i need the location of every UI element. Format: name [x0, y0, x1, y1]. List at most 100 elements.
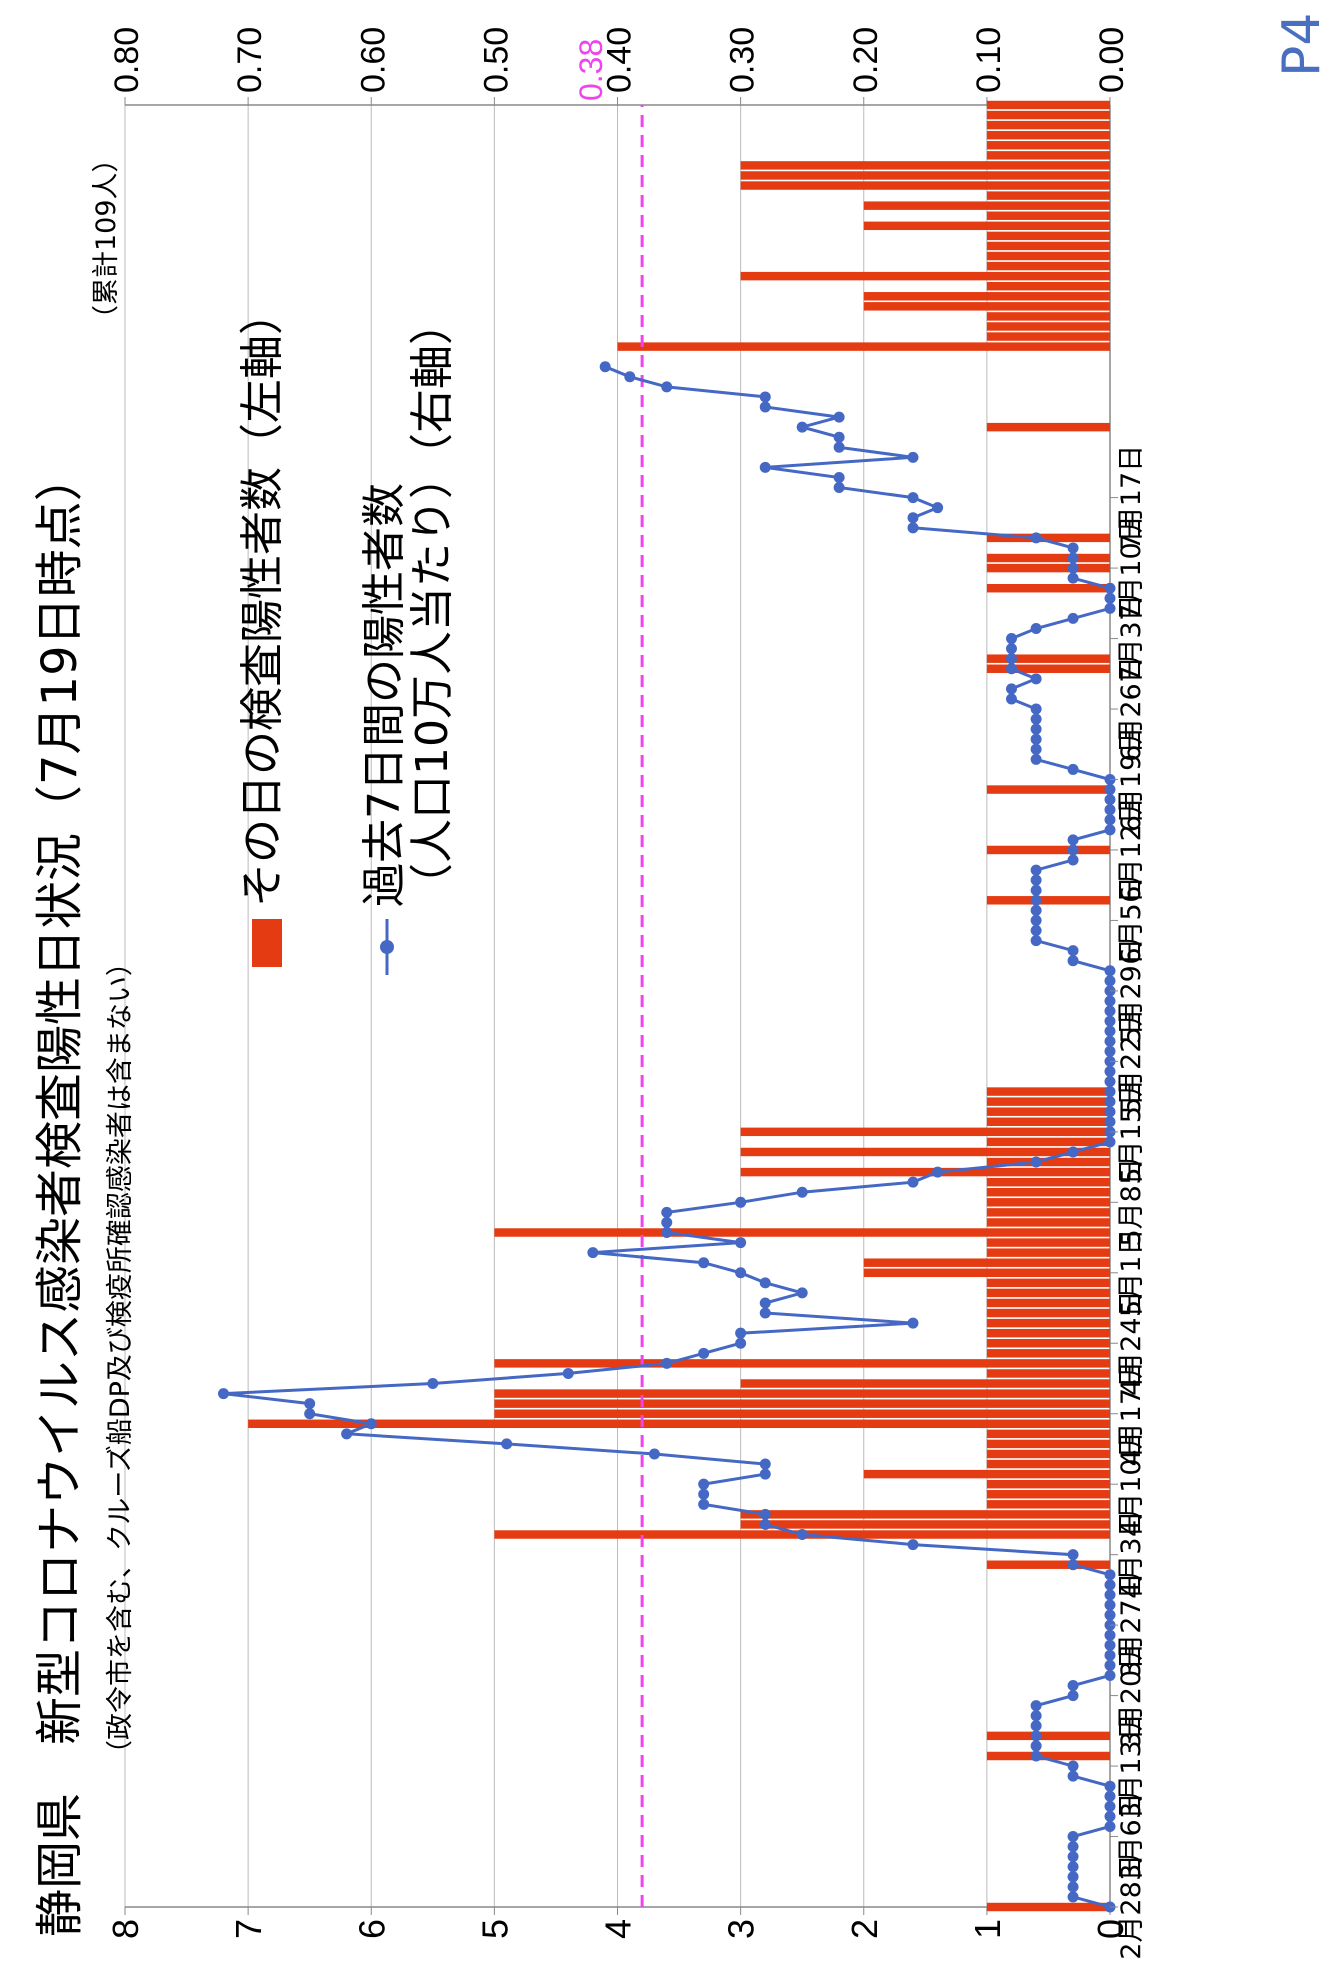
line-point — [1067, 1690, 1079, 1702]
left-axis-tick-label: 4 — [598, 1919, 639, 1939]
data-bar — [986, 1238, 1110, 1247]
line-point — [759, 1508, 771, 1520]
line-point — [1104, 1106, 1116, 1118]
x-axis-tick-label: 6月26日 — [1116, 656, 1147, 762]
left-axis-tick-label: 0 — [1090, 1919, 1131, 1939]
line-point — [1104, 1035, 1116, 1047]
left-axis-tick-label: 1 — [967, 1919, 1008, 1939]
page-number: P4 — [1272, 12, 1332, 77]
data-bar — [986, 322, 1110, 331]
line-point — [1104, 965, 1116, 977]
data-bar — [986, 241, 1110, 251]
line-point — [1067, 562, 1079, 574]
line-point — [1030, 935, 1042, 947]
data-bar — [986, 785, 1110, 794]
line-point — [1104, 1096, 1116, 1108]
line-point — [907, 522, 919, 534]
data-bar — [986, 1198, 1110, 1207]
right-axis-tick-label: 0.10 — [970, 27, 1008, 93]
right-axis-tick-label: 0.20 — [847, 27, 885, 93]
line-point — [907, 1539, 919, 1551]
legend-line-swatch — [380, 919, 394, 975]
chart-subtitle: （政令市を含む、クルーズ船DP及び検疫所確認感染者は含まない） — [105, 949, 136, 1767]
data-bar — [740, 1510, 1110, 1519]
data-bar — [986, 1308, 1110, 1318]
data-bar — [986, 1731, 1110, 1741]
data-bar — [740, 1147, 1110, 1157]
x-axis-tick-label: 6月19日 — [1116, 727, 1147, 833]
line-point — [907, 451, 919, 463]
line-point — [1104, 1065, 1116, 1077]
line-point — [304, 1408, 316, 1420]
line-point — [661, 1357, 673, 1369]
x-axis-tick-label: 6月5日 — [1116, 876, 1147, 964]
data-bar — [986, 654, 1110, 663]
data-bar — [986, 1369, 1110, 1378]
line-point — [1104, 1086, 1116, 1098]
line-point — [1067, 1831, 1079, 1843]
line-point — [735, 1327, 747, 1339]
data-bar — [986, 896, 1110, 905]
line-point — [1030, 1720, 1042, 1732]
data-bar — [740, 181, 1110, 190]
x-axis-tick-label: 2月28日 — [1116, 1854, 1147, 1960]
line-point — [796, 1529, 808, 1541]
left-axis-tick-label: 6 — [351, 1919, 392, 1939]
line-point — [1067, 1881, 1079, 1893]
line-point — [1067, 1680, 1079, 1692]
line-point — [698, 1257, 710, 1269]
left-axis-tick-label: 2 — [844, 1919, 885, 1939]
line-point — [1067, 1861, 1079, 1873]
data-bar — [740, 171, 1110, 180]
line-point — [1030, 1700, 1042, 1712]
line-point — [1006, 643, 1017, 655]
line-point — [698, 1347, 710, 1359]
line-point — [1067, 1559, 1079, 1571]
data-bar — [494, 1389, 1110, 1398]
data-bar — [986, 1097, 1110, 1106]
line-point — [1030, 1156, 1042, 1168]
line-point — [1067, 763, 1079, 775]
line-point — [1006, 663, 1017, 675]
line-point — [1104, 1659, 1116, 1671]
x-axis-tick-label: 6月12日 — [1116, 797, 1147, 903]
x-axis-tick-label: 4月10日 — [1116, 1431, 1147, 1537]
left-axis-tick-label: 8 — [105, 1919, 146, 1939]
data-bar — [248, 1419, 1110, 1429]
line-point — [1104, 814, 1116, 826]
line-point — [735, 1337, 747, 1349]
data-bar — [863, 1469, 1110, 1479]
data-bar — [986, 130, 1110, 140]
data-bar — [986, 1449, 1110, 1459]
data-bar — [986, 1328, 1110, 1338]
line-point — [1030, 1730, 1042, 1742]
line-point — [1030, 864, 1042, 876]
data-bar — [863, 292, 1110, 301]
line-point — [1104, 824, 1116, 836]
line-point — [1067, 1851, 1079, 1863]
line-point — [1030, 622, 1042, 634]
data-bar — [494, 1409, 1110, 1418]
line-point — [1104, 1649, 1116, 1661]
data-bar — [617, 342, 1110, 351]
data-bar — [986, 563, 1110, 573]
x-axis-tick-label: 5月22日 — [1116, 1009, 1147, 1115]
line-point — [1030, 1710, 1042, 1722]
line-point — [562, 1367, 574, 1379]
line-point — [1030, 914, 1042, 926]
line-point — [1067, 1891, 1079, 1903]
right-axis-tick-label: 0.70 — [231, 27, 269, 93]
x-axis-tick-label: 3月13日 — [1116, 1713, 1147, 1819]
line-point — [1104, 1639, 1116, 1651]
line-point — [1067, 1841, 1079, 1853]
line-point — [932, 502, 944, 514]
line-point — [833, 471, 845, 483]
line-point — [661, 1227, 673, 1239]
data-bar — [494, 1359, 1110, 1368]
line-point — [1067, 1760, 1079, 1772]
x-axis-tick-label: 4月3日 — [1116, 1510, 1147, 1598]
data-bar — [986, 1218, 1110, 1227]
line-point — [833, 482, 845, 494]
line-point — [1067, 542, 1079, 554]
line-point — [1104, 1810, 1116, 1822]
